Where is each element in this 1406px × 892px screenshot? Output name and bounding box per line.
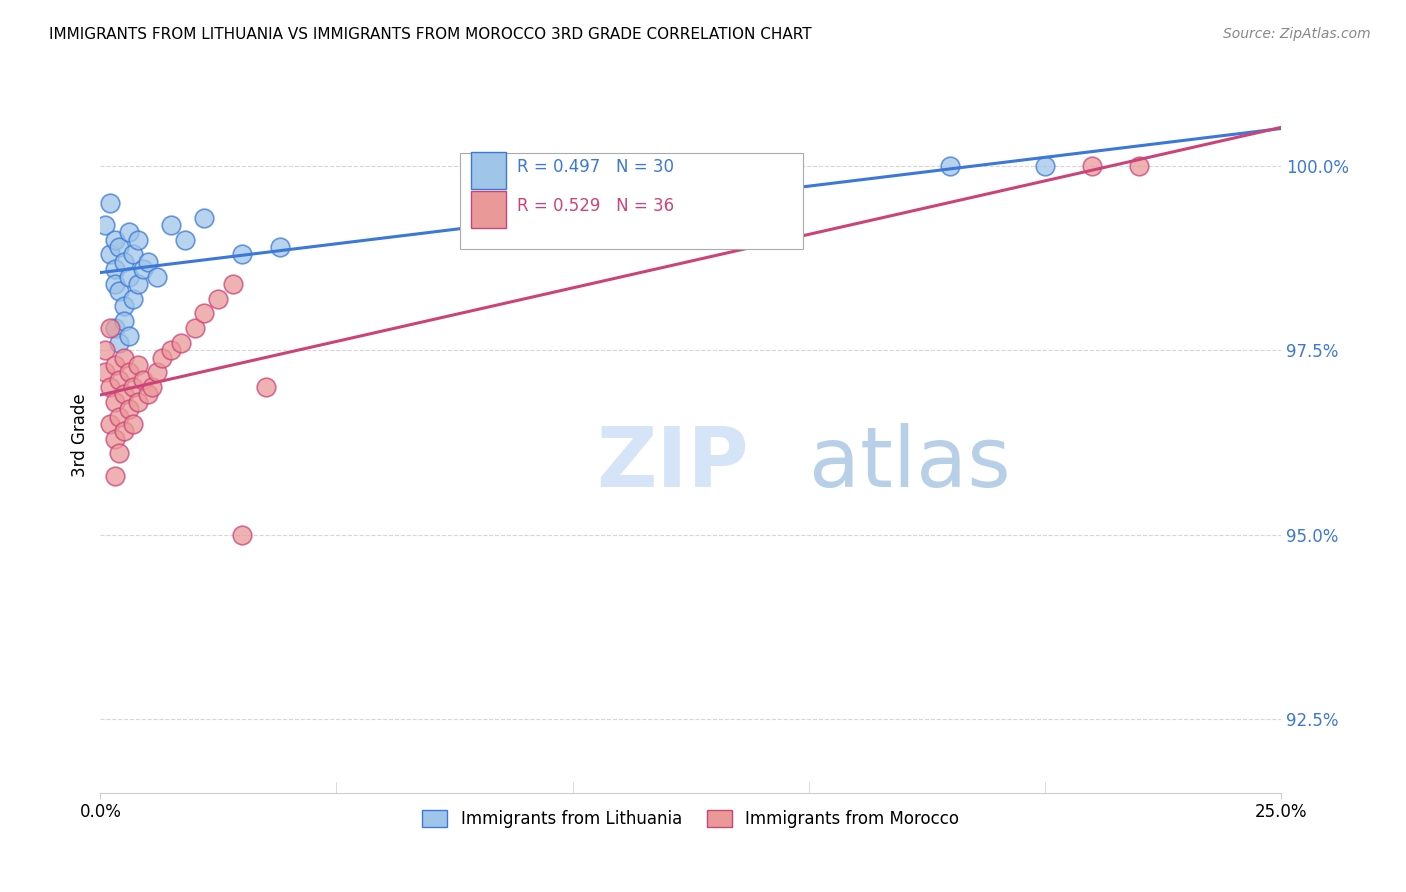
Immigrants from Morocco <box>103 358 125 372</box>
Text: atlas: atlas <box>808 423 1011 504</box>
Immigrants from Morocco <box>136 387 159 401</box>
Immigrants from Lithuania <box>118 269 141 284</box>
Immigrants from Morocco <box>122 380 145 394</box>
Immigrants from Lithuania <box>136 254 159 268</box>
Immigrants from Lithuania <box>118 328 141 343</box>
Immigrants from Lithuania <box>103 262 125 277</box>
Immigrants from Morocco <box>221 277 243 291</box>
Immigrants from Lithuania <box>98 247 121 261</box>
Text: IMMIGRANTS FROM LITHUANIA VS IMMIGRANTS FROM MOROCCO 3RD GRADE CORRELATION CHART: IMMIGRANTS FROM LITHUANIA VS IMMIGRANTS … <box>49 27 811 42</box>
Immigrants from Morocco <box>193 306 215 320</box>
Immigrants from Lithuania <box>127 277 149 291</box>
Immigrants from Lithuania <box>132 262 155 277</box>
Immigrants from Lithuania <box>108 335 131 350</box>
Immigrants from Morocco <box>122 417 145 431</box>
Immigrants from Morocco <box>146 365 169 379</box>
Immigrants from Lithuania <box>127 233 149 247</box>
Text: Source: ZipAtlas.com: Source: ZipAtlas.com <box>1223 27 1371 41</box>
Immigrants from Morocco <box>108 373 131 387</box>
Immigrants from Morocco <box>118 365 141 379</box>
Immigrants from Lithuania <box>103 277 125 291</box>
Immigrants from Lithuania <box>146 269 169 284</box>
Text: R = 0.529   N = 36: R = 0.529 N = 36 <box>517 197 675 215</box>
Immigrants from Morocco <box>160 343 183 358</box>
Immigrants from Lithuania <box>193 211 215 225</box>
Immigrants from Lithuania <box>103 233 125 247</box>
Immigrants from Morocco <box>94 343 117 358</box>
Immigrants from Morocco <box>103 432 125 446</box>
Immigrants from Morocco <box>127 358 149 372</box>
Immigrants from Morocco <box>207 292 229 306</box>
Immigrants from Lithuania <box>103 321 125 335</box>
FancyBboxPatch shape <box>460 153 803 249</box>
Immigrants from Morocco <box>118 402 141 417</box>
FancyBboxPatch shape <box>471 152 506 189</box>
Immigrants from Morocco <box>94 365 117 379</box>
FancyBboxPatch shape <box>471 191 506 228</box>
Immigrants from Morocco <box>127 395 149 409</box>
Immigrants from Morocco <box>169 335 191 350</box>
Immigrants from Morocco <box>112 425 135 439</box>
Immigrants from Lithuania <box>108 240 131 254</box>
Legend: Immigrants from Lithuania, Immigrants from Morocco: Immigrants from Lithuania, Immigrants fr… <box>416 803 966 834</box>
Immigrants from Morocco <box>112 387 135 401</box>
Immigrants from Morocco <box>184 321 207 335</box>
Immigrants from Morocco <box>150 351 173 365</box>
Immigrants from Lithuania <box>122 292 145 306</box>
Immigrants from Lithuania <box>160 218 183 232</box>
Immigrants from Lithuania <box>174 233 197 247</box>
Text: R = 0.497   N = 30: R = 0.497 N = 30 <box>517 158 673 176</box>
Immigrants from Morocco <box>103 468 125 483</box>
Y-axis label: 3rd Grade: 3rd Grade <box>72 393 89 477</box>
Immigrants from Lithuania <box>118 225 141 239</box>
Immigrants from Morocco <box>108 409 131 424</box>
Immigrants from Morocco <box>231 527 253 541</box>
Immigrants from Lithuania <box>269 240 291 254</box>
Immigrants from Morocco <box>98 321 121 335</box>
Immigrants from Lithuania <box>98 195 121 210</box>
Immigrants from Morocco <box>132 373 155 387</box>
Text: ZIP: ZIP <box>596 423 749 504</box>
Immigrants from Morocco <box>112 351 135 365</box>
Immigrants from Lithuania <box>112 314 135 328</box>
Immigrants from Lithuania <box>112 299 135 313</box>
Immigrants from Lithuania <box>112 254 135 268</box>
Immigrants from Morocco <box>141 380 163 394</box>
Immigrants from Morocco <box>98 380 121 394</box>
Immigrants from Morocco <box>108 446 131 460</box>
Immigrants from Morocco <box>98 417 121 431</box>
Immigrants from Lithuania <box>108 285 131 299</box>
Immigrants from Lithuania <box>231 247 253 261</box>
Immigrants from Morocco <box>254 380 277 394</box>
Immigrants from Morocco <box>103 395 125 409</box>
Immigrants from Lithuania <box>1033 159 1056 173</box>
Immigrants from Morocco <box>1128 159 1150 173</box>
Immigrants from Morocco <box>1081 159 1104 173</box>
Immigrants from Lithuania <box>122 247 145 261</box>
Immigrants from Lithuania <box>94 218 117 232</box>
Immigrants from Lithuania <box>939 159 962 173</box>
